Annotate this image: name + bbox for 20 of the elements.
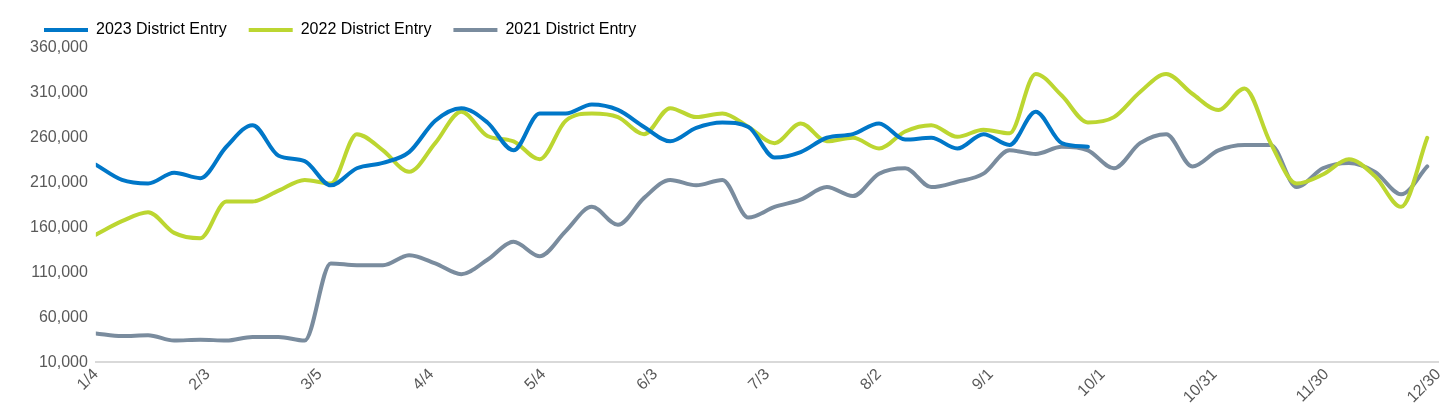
y-tick-label: 60,000 <box>38 307 88 325</box>
legend-label: 2021 District Entry <box>505 20 637 38</box>
y-tick-label: 210,000 <box>29 173 88 191</box>
legend-label: 2022 District Entry <box>300 20 432 38</box>
y-tick-label: 160,000 <box>29 217 88 235</box>
x-tick-label: 4/4 <box>408 365 437 393</box>
y-tick-label: 10,000 <box>38 352 88 370</box>
x-tick-label: 2/3 <box>185 365 214 393</box>
x-tick-label: 5/4 <box>520 365 549 393</box>
y-tick-label: 310,000 <box>29 83 88 101</box>
x-tick-label: 10/1 <box>1073 365 1109 400</box>
x-tick-label: 7/3 <box>744 365 773 393</box>
y-tick-label: 110,000 <box>31 262 88 280</box>
y-tick-label: 260,000 <box>29 128 88 146</box>
x-tick-label: 6/3 <box>632 365 661 393</box>
legend-label: 2023 District Entry <box>96 20 227 38</box>
x-tick-label: 3/5 <box>297 365 325 393</box>
y-tick-label: 360,000 <box>29 38 88 56</box>
x-tick-label: 9/1 <box>968 365 997 393</box>
x-tick-label: 8/2 <box>856 365 885 393</box>
